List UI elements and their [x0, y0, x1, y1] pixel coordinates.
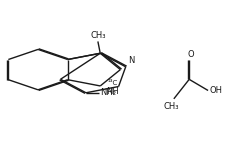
Text: NH₂: NH₂ [100, 88, 116, 97]
Text: O: O [187, 50, 194, 59]
Text: ¹³C: ¹³C [107, 80, 117, 86]
Text: N: N [128, 56, 134, 65]
Text: CH₃: CH₃ [164, 102, 179, 111]
Text: OH: OH [209, 86, 222, 95]
Text: CH₃: CH₃ [90, 31, 106, 40]
Text: NH: NH [106, 87, 119, 96]
